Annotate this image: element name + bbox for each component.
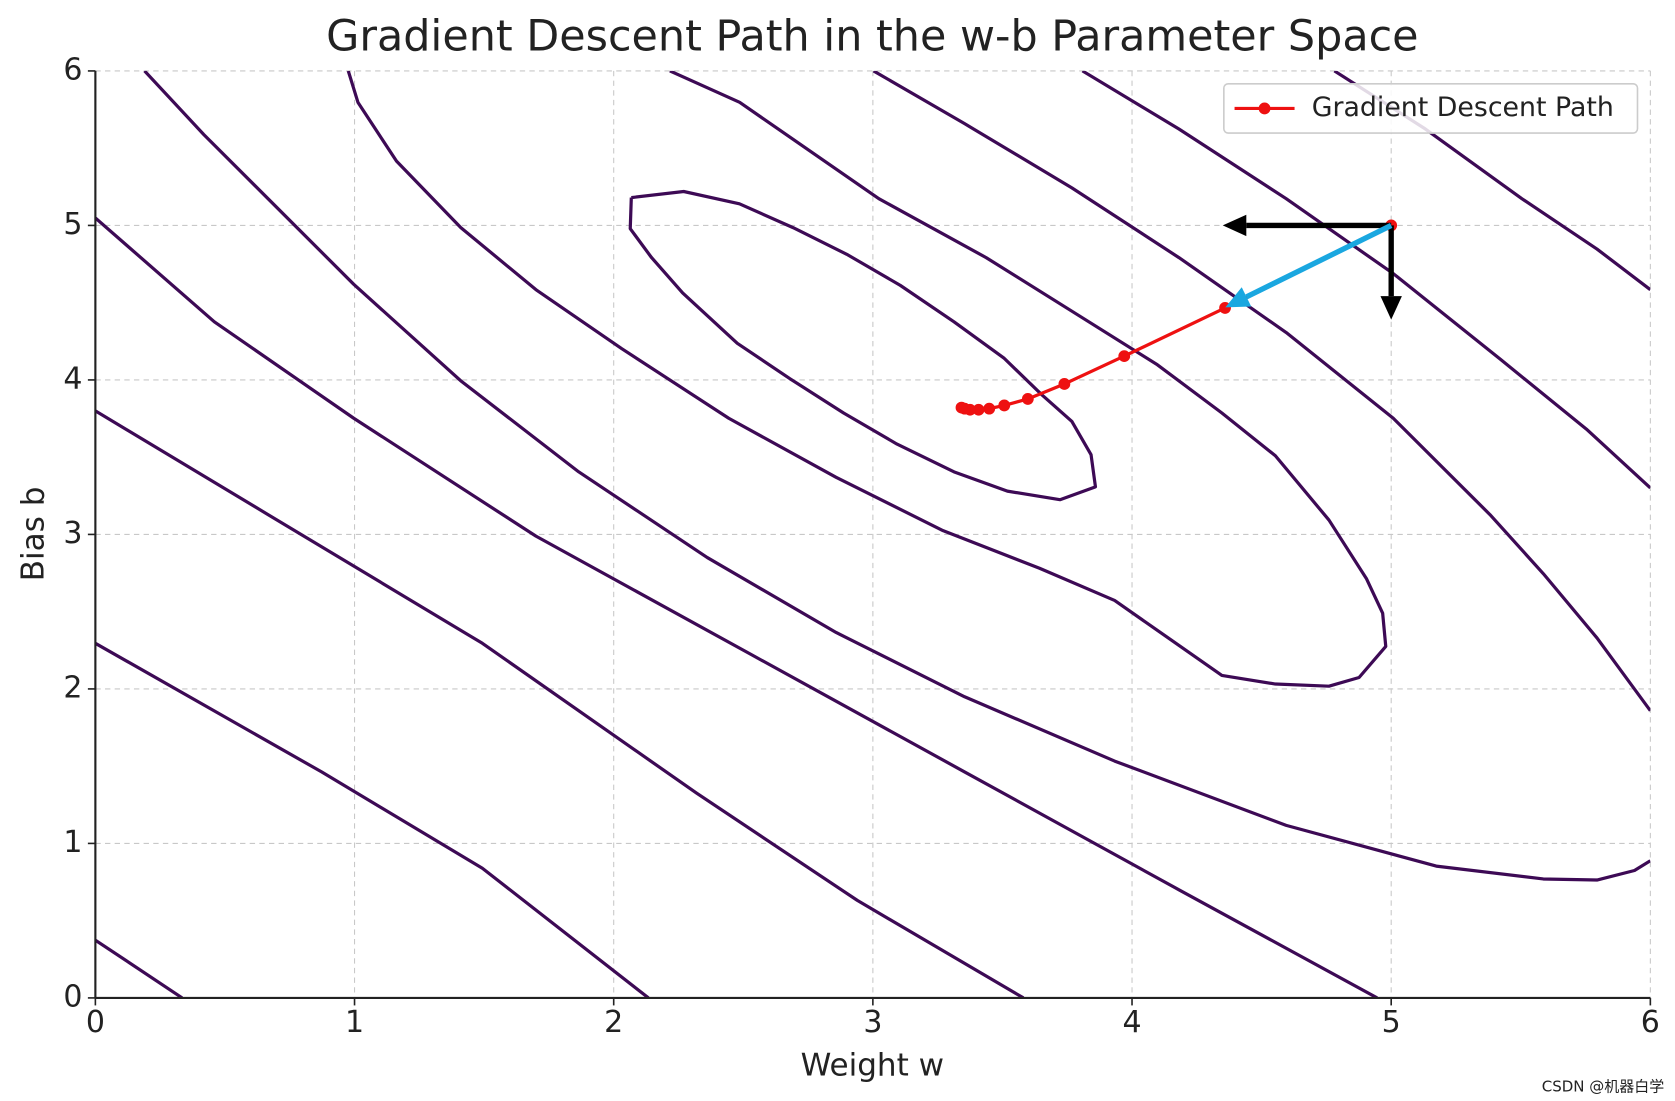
watermark: CSDN @机器白学	[1542, 1077, 1665, 1095]
x-tick-label: 2	[604, 1005, 623, 1040]
legend-marker	[1258, 102, 1271, 115]
x-tick-label: 4	[1122, 1005, 1141, 1040]
path-point	[1021, 393, 1034, 405]
contour-line	[143, 70, 1651, 882]
legend-box	[1223, 82, 1639, 134]
contour-line	[95, 409, 1025, 998]
x-tick-label: 1	[345, 1005, 364, 1040]
contour-line	[95, 216, 1378, 998]
y-tick-label: 6	[63, 52, 82, 87]
y-tick-label: 0	[63, 979, 82, 1014]
x-tick-label: 3	[863, 1005, 882, 1040]
arrow-head	[1222, 214, 1247, 237]
y-tick-label: 2	[63, 670, 82, 705]
legend: Gradient Descent Path	[1223, 82, 1639, 134]
legend-label: Gradient Descent Path	[1312, 92, 1614, 123]
y-tick-label: 5	[63, 207, 82, 242]
x-tick-label: 5	[1382, 1005, 1401, 1040]
y-axis-label: Bias b	[15, 487, 51, 582]
x-tick-label: 0	[86, 1005, 105, 1040]
x-axis-label: Weight w	[801, 1048, 945, 1084]
arrow-shaft	[1245, 223, 1393, 300]
path-point	[998, 399, 1011, 412]
contour-line	[95, 641, 650, 998]
x-tick-label: 6	[1641, 1005, 1660, 1040]
contour-line	[346, 70, 1388, 688]
y-tick-label: 3	[63, 516, 82, 551]
path-point	[955, 401, 968, 414]
path-point	[972, 403, 985, 416]
path-point	[1118, 350, 1131, 363]
arrow-head	[1225, 287, 1252, 308]
plot-area	[95, 70, 1651, 998]
contour-line	[872, 70, 1651, 712]
path-point	[983, 402, 996, 415]
chart-title: Gradient Descent Path in the w-b Paramet…	[326, 11, 1418, 61]
contour-line	[95, 938, 184, 998]
path-point	[1058, 378, 1071, 390]
contour-line	[628, 189, 1098, 502]
y-tick-label: 4	[63, 361, 82, 396]
arrow-head	[1380, 296, 1402, 320]
y-tick-label: 1	[63, 825, 82, 860]
